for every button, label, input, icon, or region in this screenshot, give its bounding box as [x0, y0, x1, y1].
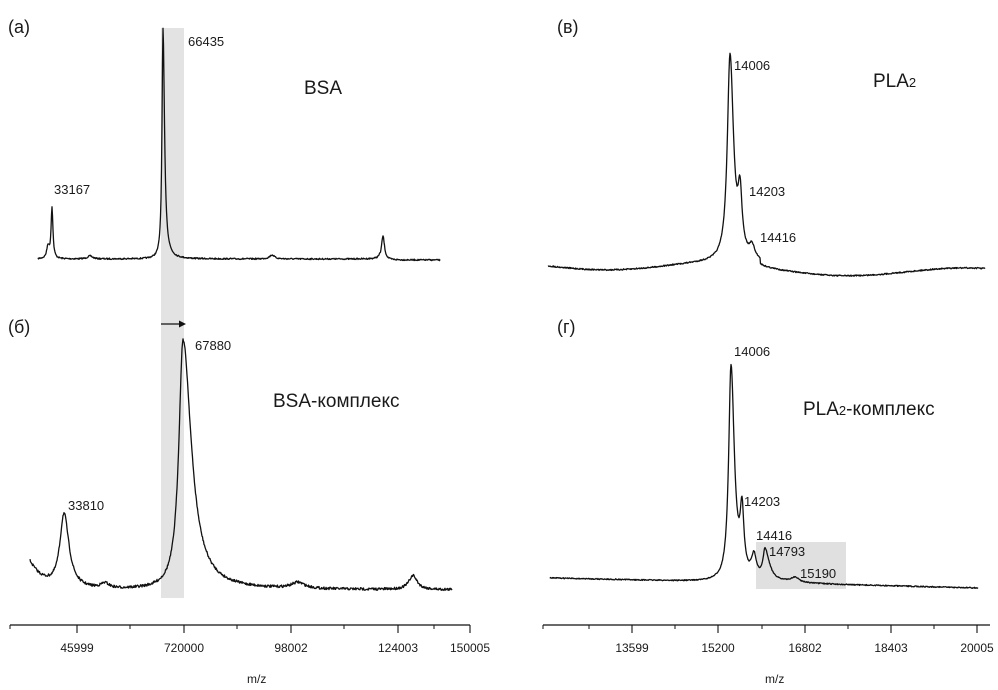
- x-axis-title-left: m/z: [247, 672, 266, 686]
- spectrum-trace-bsa-complex: [29, 338, 453, 592]
- peak-label: 15190: [800, 566, 836, 581]
- sample-label-pla2-complex: PLA2-комплекс: [803, 399, 935, 420]
- tick-label: 98002: [274, 641, 308, 655]
- shift-arrow-head: [179, 320, 186, 328]
- peak-label: 66435: [188, 34, 224, 49]
- tick-label: 18403: [874, 641, 908, 655]
- peak-label: 14416: [760, 230, 796, 245]
- sample-label-bsa: BSA: [304, 78, 342, 99]
- x-axis-ticks-right: 13599 15200 16802 18403 20005: [542, 625, 994, 655]
- peak-label: 14203: [744, 494, 780, 509]
- peak-label: 14416: [756, 528, 792, 543]
- panel-label-a: (а): [8, 17, 30, 37]
- tick-label: 20005: [960, 641, 994, 655]
- peak-label: 33167: [54, 182, 90, 197]
- panel-label-g: (г): [557, 317, 576, 337]
- tick-label: 13599: [615, 641, 649, 655]
- sample-label-pla2: PLA2: [873, 71, 916, 92]
- tick-label: 45999: [60, 641, 94, 655]
- tick-label: 16802: [788, 641, 822, 655]
- peak-label: 33810: [68, 498, 104, 513]
- tick-label: 15200: [701, 641, 735, 655]
- spectrum-trace-bsa: [37, 27, 441, 262]
- spectrum-trace-pla2-complex: [549, 363, 979, 589]
- x-axis-ticks-left: 45999 720000 98002 124003 150005: [9, 625, 490, 655]
- sample-label-bsa-complex: BSA-комплекс: [273, 391, 399, 412]
- x-axis-title-right: m/z: [765, 672, 784, 686]
- peak-label: 14203: [749, 184, 785, 199]
- peak-label: 14006: [734, 344, 770, 359]
- peak-label: 14793: [769, 544, 805, 559]
- tick-label: 720000: [164, 641, 204, 655]
- tick-label: 150005: [450, 641, 490, 655]
- panel-label-v: (в): [557, 17, 579, 37]
- tick-label: 124003: [378, 641, 418, 655]
- peak-label: 14006: [734, 58, 770, 73]
- panel-label-b: (б): [8, 317, 30, 337]
- spectrum-trace-pla2: [547, 52, 986, 277]
- peak-label: 67880: [195, 338, 231, 353]
